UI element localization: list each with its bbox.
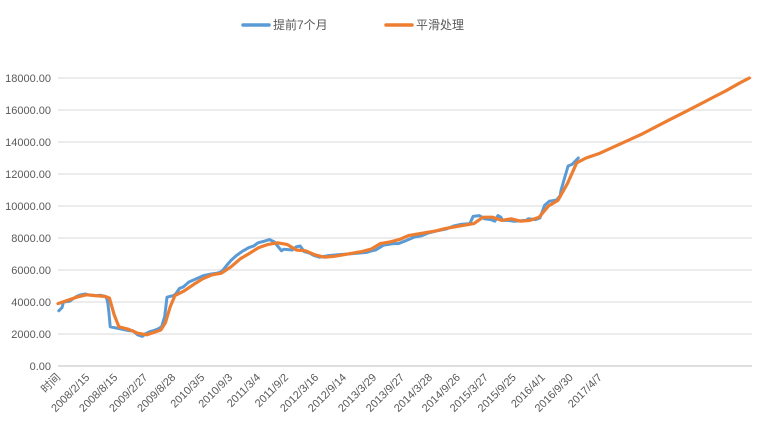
series-line-smoothed	[56, 76, 752, 337]
y-tick-label: 12000.00	[5, 169, 51, 181]
y-tick-label: 14000.00	[5, 137, 51, 149]
y-tick-label: 0.00	[30, 361, 51, 373]
x-category-label: 时间	[38, 371, 63, 396]
legend-label-series-1: 提前7个月	[273, 17, 328, 32]
y-axis: 0.00 2000.00 4000.00 6000.00 8000.00 10000.00…	[5, 73, 51, 373]
y-tick-label: 4000.00	[11, 297, 51, 309]
y-tick-label: 6000.00	[11, 265, 51, 277]
x-axis: 时间2008/2/152008/8/152009/2/272009/8/2820…	[38, 371, 604, 415]
y-tick-label: 18000.00	[5, 73, 51, 85]
legend: 提前7个月 平滑处理	[241, 17, 464, 32]
y-tick-label: 16000.00	[5, 105, 51, 117]
y-tick-label: 10000.00	[5, 201, 51, 213]
y-tick-label: 8000.00	[11, 233, 51, 245]
series-line-ahead-7-months	[57, 156, 580, 338]
y-tick-label: 2000.00	[11, 329, 51, 341]
series-lines	[56, 76, 752, 338]
legend-label-series-2: 平滑处理	[416, 18, 464, 32]
